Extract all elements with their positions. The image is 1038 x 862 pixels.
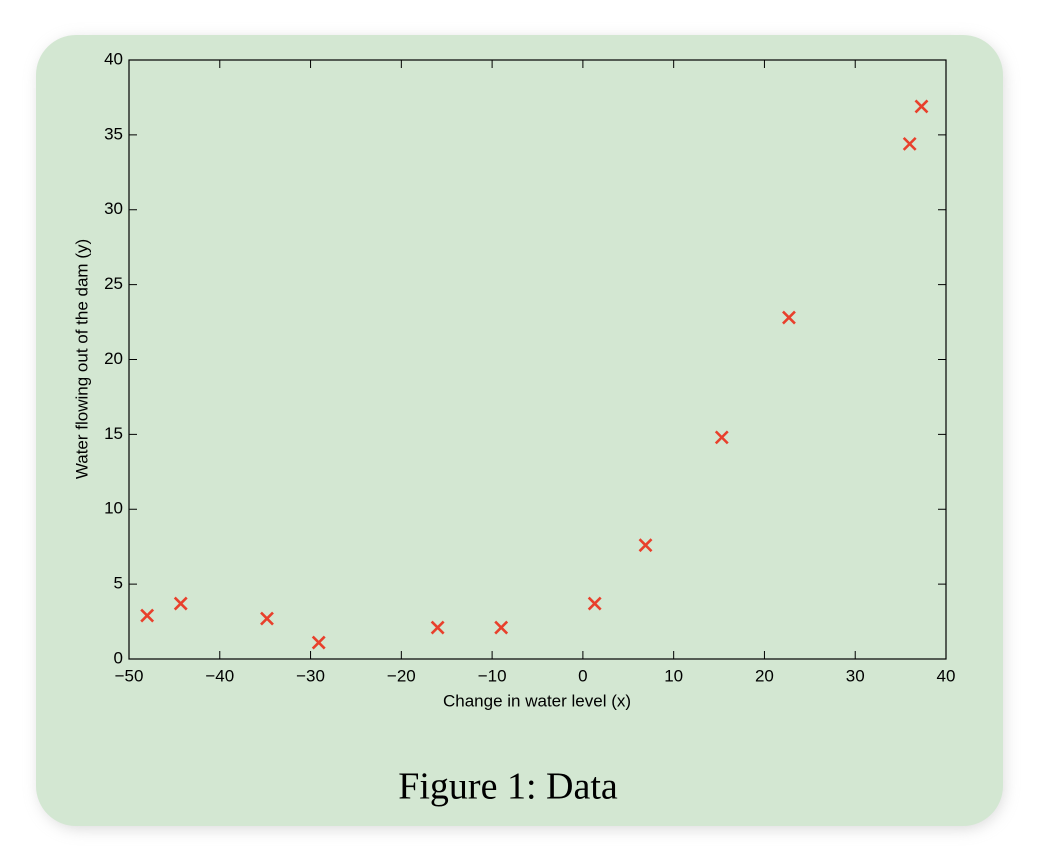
data-point xyxy=(140,608,155,623)
x-tick-label: −20 xyxy=(387,666,416,685)
x-tick-label: −10 xyxy=(478,666,507,685)
y-tick-label: 15 xyxy=(104,424,123,443)
data-point xyxy=(494,620,509,635)
data-point xyxy=(430,620,445,635)
x-tick-label: −50 xyxy=(115,666,144,685)
data-point xyxy=(782,310,796,325)
y-tick-label: 5 xyxy=(114,574,123,593)
data-point xyxy=(638,538,653,553)
y-axis-label: Water flowing out of the dam (y) xyxy=(72,239,91,479)
y-tick-label: 35 xyxy=(104,124,123,143)
y-tick-label: 20 xyxy=(104,349,123,368)
data-point xyxy=(587,596,602,611)
data-point xyxy=(714,430,729,445)
caption: Figure 1: Data xyxy=(398,766,618,808)
data-point xyxy=(173,596,188,611)
x-tick-label: 10 xyxy=(664,666,683,685)
data-point xyxy=(914,99,929,114)
x-tick-label: −40 xyxy=(205,666,234,685)
y-tick-label: 10 xyxy=(104,499,123,518)
y-tick-label: 0 xyxy=(114,648,123,667)
x-tick-label: −30 xyxy=(296,666,325,685)
x-tick-label: 20 xyxy=(755,666,774,685)
data-point xyxy=(260,611,274,626)
y-tick-label: 25 xyxy=(104,274,123,293)
y-tick-label: 30 xyxy=(104,199,123,218)
data-point xyxy=(902,136,917,151)
x-tick-label: 0 xyxy=(578,666,587,685)
data-point xyxy=(311,635,326,650)
x-tick-label: 40 xyxy=(937,666,956,685)
y-tick-label: 40 xyxy=(104,49,123,68)
card xyxy=(36,35,1003,826)
x-tick-label: 30 xyxy=(846,666,865,685)
x-axis-label: Change in water level (x) xyxy=(443,691,631,710)
